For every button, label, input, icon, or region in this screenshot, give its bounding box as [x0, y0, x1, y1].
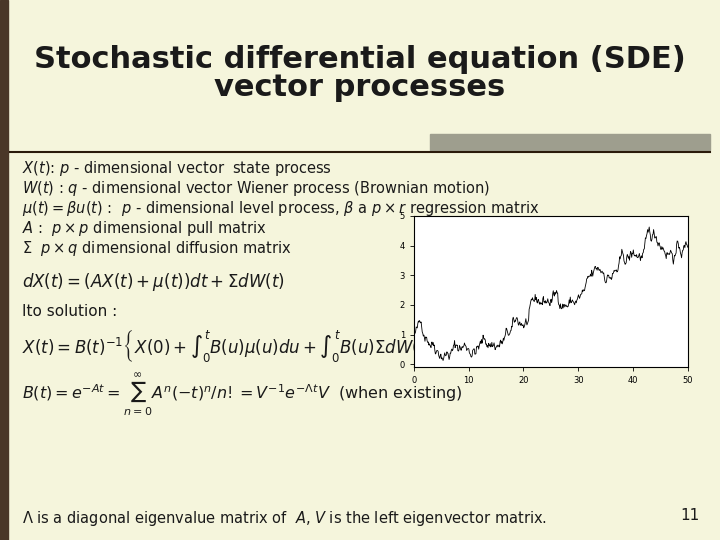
Text: $\Sigma$  $p \times q$ dimensional diffusion matrix: $\Sigma$ $p \times q$ dimensional diffus… [22, 239, 292, 258]
Text: Ito solution :: Ito solution : [22, 305, 117, 320]
Text: $W(t)$ : $q$ - dimensional vector Wiener process (Brownian motion): $W(t)$ : $q$ - dimensional vector Wiener… [22, 179, 490, 198]
Text: vector processes: vector processes [215, 73, 505, 103]
Text: 11: 11 [680, 508, 700, 523]
Text: $A$ :  $p \times p$ dimensional pull matrix: $A$ : $p \times p$ dimensional pull matr… [22, 219, 267, 238]
Text: Stochastic differential equation (SDE): Stochastic differential equation (SDE) [34, 45, 686, 75]
Text: $B(t) = e^{-At} = \sum_{n=0}^{\infty} A^n(-t)^n / n! = V^{-1}e^{-\Lambda t}V$  (: $B(t) = e^{-At} = \sum_{n=0}^{\infty} A^… [22, 372, 463, 418]
Bar [0, 0, 8, 540]
Text: $X(t) = B(t)^{-1}\left\{ X(0) + \int_0^t B(u)\mu(u)du + \int_0^t B(u)\Sigma dW(u: $X(t) = B(t)^{-1}\left\{ X(0) + \int_0^t… [22, 329, 447, 365]
Text: $\mu(t) = \beta u(t)$ :  $p$ - dimensional level process, $\beta$ a $p \times r$: $\mu(t) = \beta u(t)$ : $p$ - dimensiona… [22, 199, 540, 218]
Text: $dX(t) = (AX(t) + \mu(t))dt + \Sigma dW(t)$: $dX(t) = (AX(t) + \mu(t))dt + \Sigma dW(… [22, 271, 284, 293]
Bar [430, 134, 710, 150]
Text: $\Lambda$ is a diagonal eigenvalue matrix of  $A$, $V$ is the left eigenvector m: $\Lambda$ is a diagonal eigenvalue matri… [22, 509, 547, 528]
Text: $X(t)$: $p$ - dimensional vector  state process: $X(t)$: $p$ - dimensional vector state p… [22, 159, 332, 178]
